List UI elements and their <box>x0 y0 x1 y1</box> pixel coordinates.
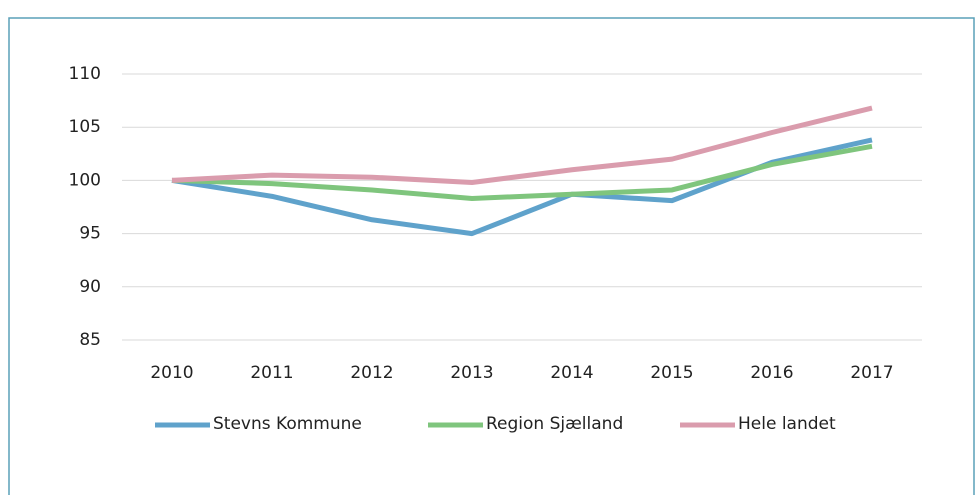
x-tick-label: 2014 <box>550 363 593 383</box>
y-tick-label: 95 <box>79 224 101 244</box>
x-tick-label: 2015 <box>650 363 693 383</box>
x-tick-label: 2016 <box>750 363 793 383</box>
y-tick-label: 105 <box>69 117 101 137</box>
legend-label: Hele landet <box>738 414 836 434</box>
y-tick-label: 110 <box>69 64 101 84</box>
series-line <box>171 143 873 201</box>
x-tick-label: 2010 <box>150 363 193 383</box>
legend-label: Stevns Kommune <box>213 414 362 434</box>
x-tick-label: 2013 <box>450 363 493 383</box>
x-tick-label: 2011 <box>250 363 293 383</box>
y-tick-label: 100 <box>69 170 101 190</box>
x-tick-label: 2017 <box>850 363 893 383</box>
series-line <box>171 105 873 186</box>
chart-frame <box>8 17 975 495</box>
x-tick-label: 2012 <box>350 363 393 383</box>
legend-label: Region Sjælland <box>486 414 623 434</box>
y-tick-label: 90 <box>79 277 101 297</box>
y-tick-label: 85 <box>79 330 101 350</box>
